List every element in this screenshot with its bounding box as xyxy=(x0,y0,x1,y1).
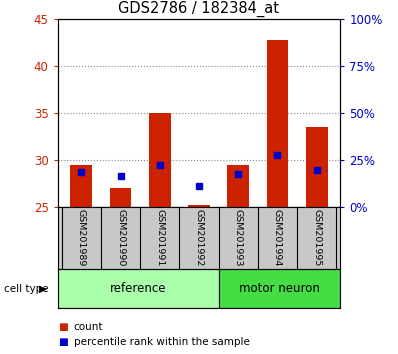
Bar xyxy=(149,113,171,207)
Text: ■: ■ xyxy=(58,322,67,332)
Bar xyxy=(219,269,340,308)
Bar xyxy=(267,40,288,207)
Text: cell type: cell type xyxy=(4,284,49,293)
Text: ■: ■ xyxy=(58,337,67,347)
Text: percentile rank within the sample: percentile rank within the sample xyxy=(74,337,250,347)
Text: reference: reference xyxy=(110,282,167,295)
Text: motor neuron: motor neuron xyxy=(239,282,320,295)
Bar xyxy=(227,165,249,207)
Bar xyxy=(188,205,210,207)
Bar xyxy=(110,188,131,207)
Text: ▶: ▶ xyxy=(39,284,47,293)
Bar xyxy=(306,127,328,207)
Text: GSM201992: GSM201992 xyxy=(195,209,203,267)
Text: GSM201990: GSM201990 xyxy=(116,209,125,267)
Text: GSM201991: GSM201991 xyxy=(155,209,164,267)
Bar xyxy=(70,165,92,207)
Text: count: count xyxy=(74,322,103,332)
Bar xyxy=(58,269,219,308)
Text: GSM201994: GSM201994 xyxy=(273,209,282,267)
Text: GSM201993: GSM201993 xyxy=(234,209,243,267)
Title: GDS2786 / 182384_at: GDS2786 / 182384_at xyxy=(119,0,279,17)
Text: GSM201989: GSM201989 xyxy=(77,209,86,267)
Text: GSM201995: GSM201995 xyxy=(312,209,321,267)
